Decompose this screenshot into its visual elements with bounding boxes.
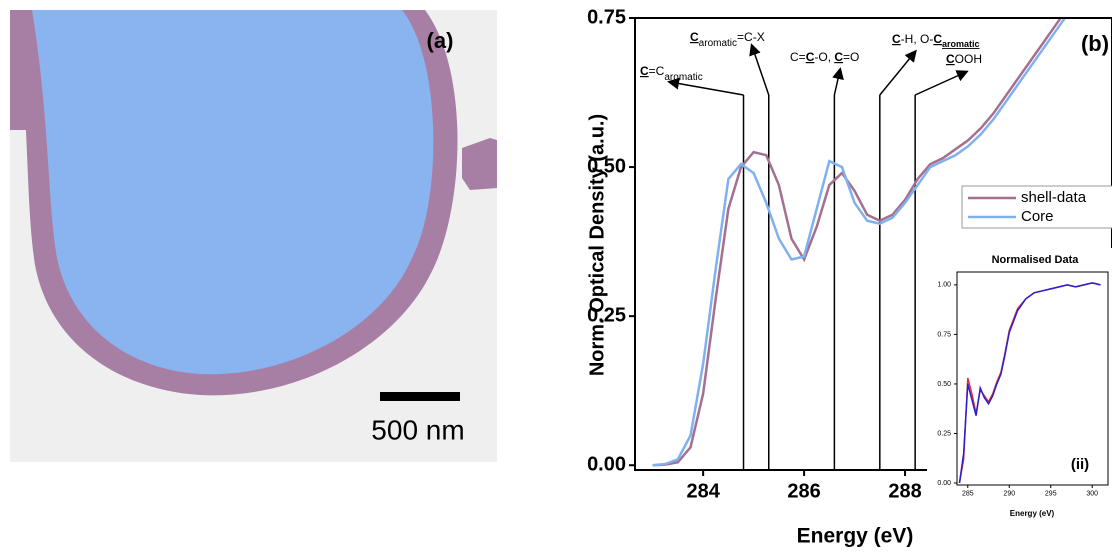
annotation-arrow — [879, 49, 917, 96]
y-tick-label: 0.00 — [587, 454, 626, 476]
legend: shell-data Core — [961, 185, 1112, 229]
x-tick-label: 284 — [686, 480, 720, 502]
annotation-arrow — [914, 70, 969, 96]
annotation: C=Caromatic — [640, 64, 703, 83]
y-tick-label: 0.50 — [587, 155, 626, 177]
inset-bg — [927, 248, 1112, 520]
inset-chart: 0.00 0.25 0.50 0.75 1.00 285 290 295 300 — [937, 271, 1109, 497]
inset-title: Normalised Data — [992, 254, 1080, 266]
core-region — [32, 10, 434, 375]
series-line — [652, 18, 1067, 467]
x-tick-label: 300 — [1086, 490, 1098, 497]
y-tick-label: 0.75 — [937, 331, 951, 338]
legend-label: Core — [1021, 208, 1054, 225]
x-tick-label: 290 — [1003, 490, 1015, 497]
legend-box — [961, 185, 1112, 229]
x-axis-label: Energy (eV) — [797, 525, 914, 548]
panel-label: (b) — [1081, 31, 1109, 56]
y-tick-label: 0.25 — [587, 304, 626, 326]
main-chart: 0.00 0.25 0.50 0.75 284 286 288 290 — [587, 6, 1112, 502]
x-tick-label: 288 — [888, 480, 921, 502]
annotation-arrow — [749, 43, 770, 96]
x-tick-label: 286 — [787, 480, 820, 502]
annotation-labels: C=Caromatic Caromatic=C-X C=C-O, C=O C-H… — [640, 30, 982, 83]
y-tick-label: 1.00 — [937, 282, 951, 289]
annotation-arrow — [667, 77, 744, 96]
legend-label: shell-data — [1021, 189, 1087, 206]
y-axis-label: Norm. Optical Density (a.u.) — [586, 114, 608, 376]
y-tick-label: 0.25 — [937, 430, 951, 437]
plot-frame — [634, 17, 1112, 471]
inset-label: (ii) — [1071, 456, 1089, 473]
x-tick-label: 285 — [962, 490, 974, 497]
shell-region — [462, 138, 497, 190]
annotation-arrow — [832, 67, 844, 96]
annotation: C=C-O, C=O — [790, 50, 859, 64]
series-line — [652, 18, 1063, 467]
image-panel: 500 nm (a) — [10, 10, 497, 462]
annotation: Caromatic=C-X — [690, 30, 765, 49]
panel-label: (a) — [427, 28, 454, 53]
plot-frame — [956, 271, 1109, 486]
x-tick-label: 295 — [1045, 490, 1057, 497]
scale-label: 500 nm — [371, 414, 464, 445]
annotation: C-H, O-Caromatic — [892, 32, 980, 49]
y-tick-label: 0.50 — [937, 381, 951, 388]
inset-x-label: Energy (eV) — [1010, 509, 1055, 518]
y-tick-label: 0.00 — [937, 480, 951, 487]
series-line — [958, 282, 1101, 484]
y-tick-label: 0.75 — [587, 6, 626, 28]
scale-bar — [380, 392, 460, 401]
annotation: COOH — [946, 52, 982, 66]
